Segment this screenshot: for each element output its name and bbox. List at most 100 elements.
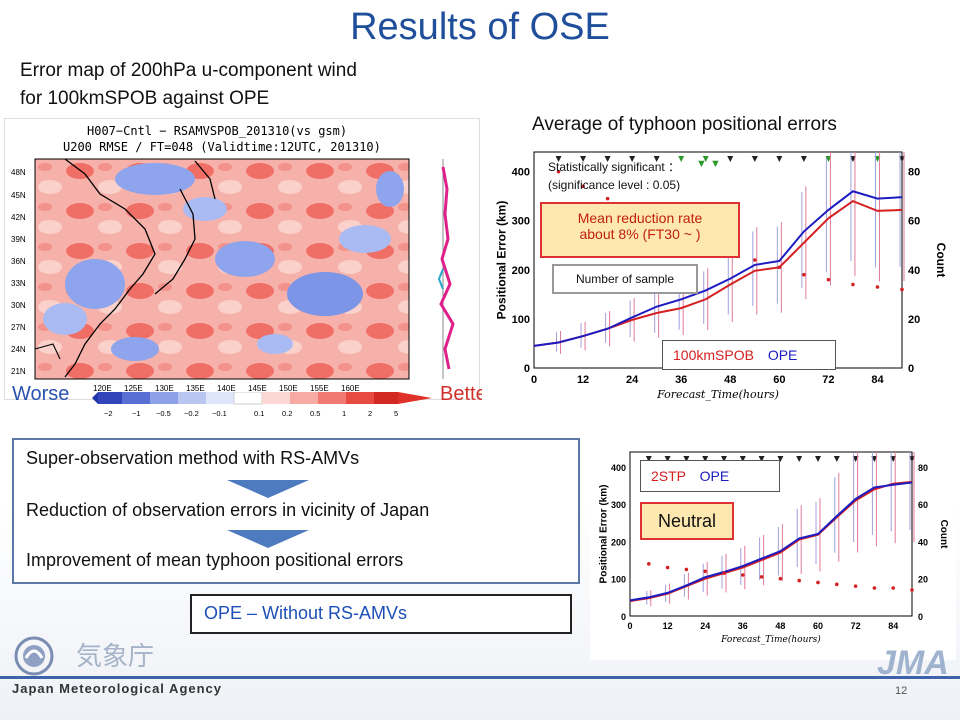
count-point <box>875 285 880 289</box>
x-tick-label: 36 <box>675 374 687 386</box>
significance-marker <box>777 456 784 462</box>
down-arrow-icon <box>227 530 309 548</box>
count-point <box>853 584 858 588</box>
lat-label: 36N <box>11 257 26 266</box>
significance-marker <box>721 456 727 462</box>
colorbar-tick: −0.1 <box>212 409 227 418</box>
x-tick-label: 24 <box>626 374 639 386</box>
jma-japanese-name: 気象庁 <box>76 641 155 671</box>
legend-item-2stp: 2STP <box>651 468 686 484</box>
series-line-ope <box>629 481 913 602</box>
chart1-svg: 0 12 24 36 48 60 72 84 0 100 200 300 400 0 20 40 60 80 For… <box>494 151 948 401</box>
error-map-svg: H007−Cntl − RSAMVSPOB_201310(vs gsm) U20… <box>11 124 455 393</box>
y2-tick-label: 20 <box>908 314 920 326</box>
worse-label: Worse <box>12 383 70 405</box>
y-tick-label: 400 <box>611 463 626 473</box>
y2-tick-label: 0 <box>918 612 923 622</box>
y-tick-label: 100 <box>512 314 530 326</box>
x-tick-label: 60 <box>813 621 823 631</box>
y2-tick-label: 60 <box>918 500 928 510</box>
x-tick-label: 72 <box>822 374 834 386</box>
significance-marker <box>739 456 746 462</box>
x-tick-label: 0 <box>531 374 537 386</box>
y2-tick-label: 60 <box>908 216 920 228</box>
count-point <box>741 573 745 577</box>
count-point <box>759 575 764 579</box>
count-point <box>835 582 839 587</box>
flow-step-1: Super-observation method with RS-AMVs <box>26 448 360 468</box>
lon-label: 135E <box>186 384 205 393</box>
count-point <box>684 567 689 572</box>
count-point <box>703 569 707 574</box>
y2-axis-label: Count <box>934 243 948 278</box>
x-tick-label: 48 <box>724 374 736 386</box>
significance-marker <box>604 156 611 162</box>
flow-step-2: Reduction of observation errors in vicin… <box>26 500 430 520</box>
colorbar-tick: −0.5 <box>156 409 171 418</box>
colorbar-tick: 0.5 <box>310 409 320 418</box>
chart2-legend: 2STP OPE <box>640 460 780 492</box>
colorbar-tick: 1 <box>342 409 346 418</box>
significance-marker <box>702 456 709 462</box>
lat-label: 30N <box>11 301 26 310</box>
count-point <box>581 184 585 189</box>
ope-definition-box: OPE – Without RS-AMVs <box>190 594 572 634</box>
count-point <box>900 287 904 292</box>
x-tick-label: 0 <box>627 621 632 631</box>
colorbar-tick: 0.2 <box>282 409 292 418</box>
jma-emblem <box>8 632 72 676</box>
y-tick-label: 0 <box>524 363 530 375</box>
significance-marker <box>555 156 562 162</box>
significance-marker <box>653 156 660 162</box>
legend-item-ope: OPE <box>767 347 798 363</box>
significance-marker <box>664 456 671 462</box>
x-axis-label: Forecast_Time(hours) <box>656 388 779 401</box>
y-tick-label: 300 <box>512 216 530 228</box>
count-point <box>753 258 757 262</box>
legend-item-100kmspob: 100kmSPOB <box>673 347 754 363</box>
colorbar-tick: −0.2 <box>184 409 199 418</box>
y-tick-label: 300 <box>611 500 626 510</box>
significance-marker <box>645 456 652 462</box>
down-arrow-icon <box>227 480 309 498</box>
significance-marker <box>580 156 587 162</box>
lat-label: 48N <box>11 168 26 177</box>
better-label: Better <box>440 383 494 405</box>
colorbar: −2 −1 −0.5 −0.2 −0.1 0.1 0.2 0.5 1 2 5 <box>92 391 432 422</box>
lat-label: 39N <box>11 235 26 244</box>
x-axis-label: Forecast_Time(hours) <box>720 634 821 645</box>
subtitle-line-1: Error map of 200hPa u-component wind <box>20 60 357 81</box>
count-point <box>797 578 801 583</box>
error-map: H007−Cntl − RSAMVSPOB_201310(vs gsm) U20… <box>4 118 480 400</box>
lon-label: 120E <box>93 384 112 393</box>
y2-tick-label: 20 <box>918 575 928 585</box>
page-number: 12 <box>895 685 908 697</box>
significance-marker <box>776 156 783 162</box>
lat-label: 42N <box>11 213 26 222</box>
green-triangle-icons: ▼ ▼ <box>696 158 721 170</box>
colorbar-tick: −1 <box>132 409 141 418</box>
significance-marker <box>833 456 840 462</box>
count-point <box>872 586 877 590</box>
map-header-2: U200 RMSE / FT=048 (Validtime:12UTC, 201… <box>63 140 381 154</box>
lon-label: 145E <box>248 384 267 393</box>
y2-axis-label: Count <box>938 520 949 550</box>
y-tick-label: 200 <box>611 537 626 547</box>
count-point <box>851 282 855 287</box>
colorbar-svg: −2 −1 −0.5 −0.2 −0.1 0.1 0.2 0.5 1 2 5 <box>92 391 432 418</box>
colorbar-tick: 5 <box>394 409 398 418</box>
lon-label: 140E <box>217 384 236 393</box>
ope-definition-text: OPE – Without RS-AMVs <box>204 603 408 623</box>
count-point <box>816 580 820 585</box>
legend-item-ope-2: OPE <box>699 468 730 484</box>
summary-flow-box: Super-observation method with RS-AMVs Re… <box>12 438 580 584</box>
x-tick-label: 84 <box>888 621 898 631</box>
significance-marker <box>800 156 807 162</box>
significance-marker <box>815 456 821 462</box>
map-lat-labels: 48N 45N 42N 39N 36N 33N 30N 27N 24N 21N <box>11 168 26 376</box>
neutral-callout: Neutral <box>640 502 734 540</box>
count-point <box>910 588 914 592</box>
agency-name: Japan Meteorological Agency <box>12 681 223 696</box>
x-tick-label: 36 <box>738 621 748 631</box>
x-tick-label: 72 <box>851 621 861 631</box>
